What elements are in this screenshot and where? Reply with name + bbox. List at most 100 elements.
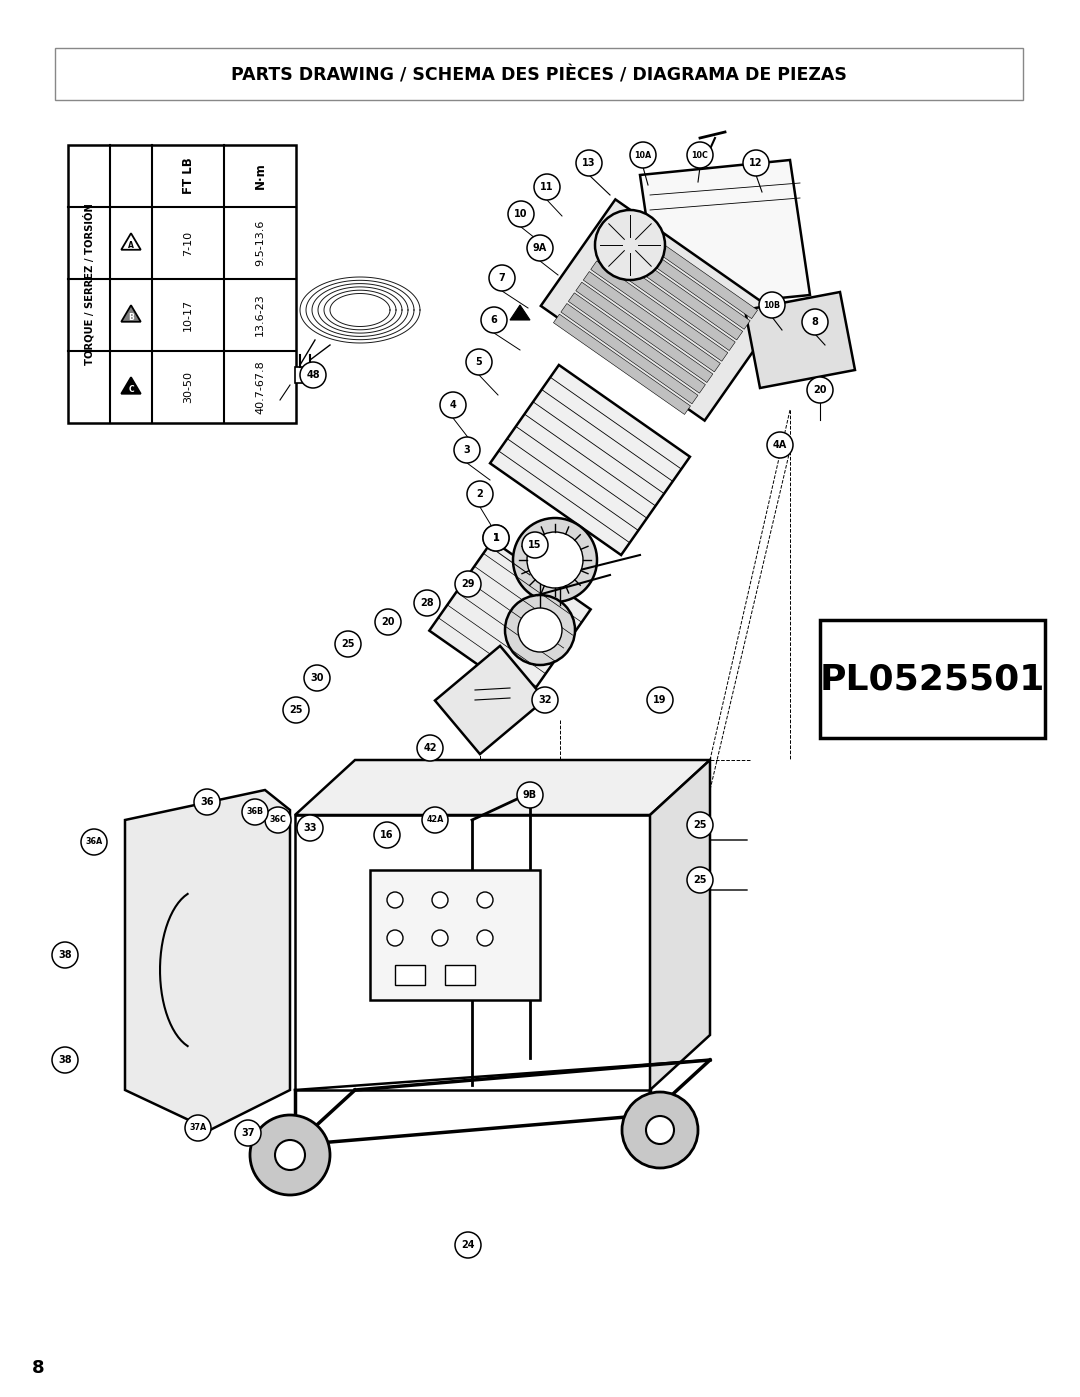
Text: 1: 1: [492, 534, 499, 543]
Text: 4: 4: [449, 400, 457, 409]
Text: 11: 11: [540, 182, 554, 191]
Circle shape: [275, 1140, 305, 1171]
Bar: [295, 367, 315, 383]
Text: 7: 7: [499, 272, 505, 284]
Bar: [395, 965, 426, 985]
Text: 4A: 4A: [773, 440, 787, 450]
Circle shape: [81, 828, 107, 855]
Circle shape: [52, 942, 78, 968]
Circle shape: [576, 149, 602, 176]
Circle shape: [467, 481, 492, 507]
Text: 9.5-13.6: 9.5-13.6: [255, 219, 265, 267]
Polygon shape: [295, 814, 650, 1090]
Text: 13: 13: [582, 158, 596, 168]
Text: 37: 37: [241, 1127, 255, 1139]
Text: 38: 38: [58, 1055, 71, 1065]
Circle shape: [522, 532, 548, 557]
Polygon shape: [435, 645, 545, 754]
Circle shape: [422, 807, 448, 833]
Circle shape: [647, 687, 673, 712]
Text: 33: 33: [303, 823, 316, 833]
Circle shape: [440, 393, 465, 418]
Circle shape: [432, 930, 448, 946]
Text: 10-17: 10-17: [183, 299, 193, 331]
Text: 10B: 10B: [764, 300, 781, 310]
Circle shape: [513, 518, 597, 602]
Circle shape: [508, 201, 534, 226]
Text: 36A: 36A: [85, 837, 103, 847]
Text: 24: 24: [461, 1241, 475, 1250]
Text: 10A: 10A: [634, 151, 651, 159]
Circle shape: [527, 235, 553, 261]
Circle shape: [534, 175, 561, 200]
Circle shape: [477, 893, 492, 908]
Text: 25: 25: [289, 705, 302, 715]
Text: 36B: 36B: [246, 807, 264, 816]
Circle shape: [517, 782, 543, 807]
Circle shape: [387, 893, 403, 908]
Text: 25: 25: [693, 875, 706, 886]
Text: 19: 19: [653, 694, 666, 705]
Circle shape: [505, 595, 575, 665]
Circle shape: [687, 868, 713, 893]
Text: 36: 36: [200, 798, 214, 807]
Circle shape: [194, 789, 220, 814]
Bar: [55, 47, 1023, 101]
Text: 10C: 10C: [691, 151, 708, 159]
Circle shape: [235, 1120, 261, 1146]
Text: PL0525501: PL0525501: [820, 662, 1045, 696]
Circle shape: [483, 525, 509, 550]
Polygon shape: [370, 870, 540, 1000]
Polygon shape: [576, 282, 713, 383]
Polygon shape: [121, 306, 140, 321]
Circle shape: [743, 149, 769, 176]
Text: 13.6-23: 13.6-23: [255, 293, 265, 337]
Text: 42: 42: [423, 743, 436, 753]
Text: 37A: 37A: [189, 1123, 206, 1133]
Circle shape: [646, 1116, 674, 1144]
Circle shape: [52, 1046, 78, 1073]
Text: 7-10: 7-10: [183, 231, 193, 256]
Text: 12: 12: [750, 158, 762, 168]
Circle shape: [454, 437, 480, 462]
Circle shape: [455, 1232, 481, 1259]
Polygon shape: [541, 200, 779, 420]
Polygon shape: [295, 760, 710, 814]
Polygon shape: [583, 271, 720, 372]
Polygon shape: [613, 229, 751, 330]
Circle shape: [483, 525, 509, 550]
Text: 5: 5: [475, 358, 483, 367]
Polygon shape: [650, 760, 710, 1090]
Bar: [68, 145, 296, 423]
Text: 9B: 9B: [523, 789, 537, 800]
Text: 30-50: 30-50: [183, 372, 193, 402]
Text: 2: 2: [476, 489, 484, 499]
Circle shape: [335, 631, 361, 657]
Polygon shape: [745, 292, 855, 388]
Circle shape: [300, 362, 326, 388]
Circle shape: [375, 609, 401, 636]
Polygon shape: [606, 240, 743, 339]
Circle shape: [532, 687, 558, 712]
Polygon shape: [591, 261, 728, 362]
Circle shape: [687, 142, 713, 168]
Circle shape: [802, 309, 828, 335]
Polygon shape: [561, 303, 698, 404]
Circle shape: [687, 812, 713, 838]
Text: 32: 32: [538, 694, 552, 705]
Circle shape: [759, 292, 785, 319]
Circle shape: [767, 432, 793, 458]
Text: 36C: 36C: [270, 816, 286, 824]
Text: 1: 1: [492, 534, 499, 543]
Circle shape: [283, 697, 309, 724]
Circle shape: [265, 807, 291, 833]
Polygon shape: [621, 218, 757, 319]
Circle shape: [387, 930, 403, 946]
Text: 15: 15: [528, 541, 542, 550]
Circle shape: [527, 532, 583, 588]
Text: 42A: 42A: [427, 816, 444, 824]
Circle shape: [414, 590, 440, 616]
Circle shape: [242, 799, 268, 826]
Polygon shape: [568, 293, 705, 393]
Polygon shape: [121, 377, 140, 394]
